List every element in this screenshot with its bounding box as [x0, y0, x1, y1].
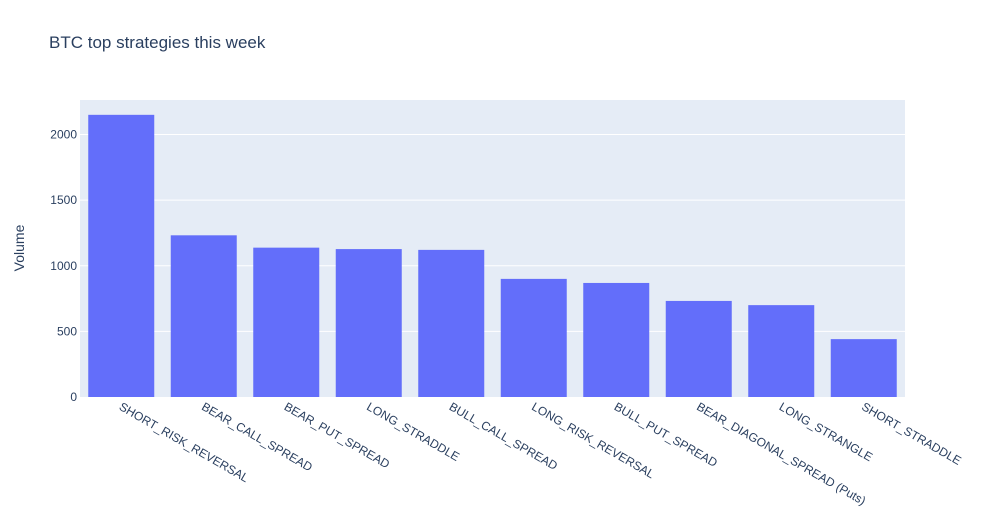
y-tick-label: 1500: [50, 193, 77, 207]
bar[interactable]: [418, 249, 485, 397]
bar[interactable]: [583, 282, 650, 397]
bar[interactable]: [665, 300, 732, 397]
y-tick-label: 2000: [50, 128, 77, 142]
chart-title: BTC top strategies this week: [49, 33, 266, 52]
bar[interactable]: [500, 278, 567, 397]
bar[interactable]: [88, 114, 155, 397]
bar[interactable]: [830, 339, 897, 397]
y-tick-label: 1000: [50, 259, 77, 273]
bars: [88, 114, 897, 397]
y-tick-label: 0: [70, 390, 77, 404]
x-tick-label: SHORT_RISK_REVERSAL: [117, 399, 252, 485]
y-tick-label: 500: [57, 324, 77, 338]
y-axis-ticks: 0 500 1000 1500 2000: [50, 128, 77, 404]
y-axis-label: Volume: [11, 224, 27, 271]
x-tick-label: SHORT_STRADDLE: [859, 399, 963, 467]
bar[interactable]: [335, 249, 402, 397]
bar[interactable]: [170, 235, 237, 397]
x-axis-ticks: SHORT_RISK_REVERSALBEAR_CALL_SPREADBEAR_…: [117, 399, 964, 507]
x-tick-label: BEAR_DIAGONAL_SPREAD (Puts): [694, 399, 868, 507]
bar[interactable]: [253, 247, 320, 397]
bar[interactable]: [748, 305, 815, 397]
